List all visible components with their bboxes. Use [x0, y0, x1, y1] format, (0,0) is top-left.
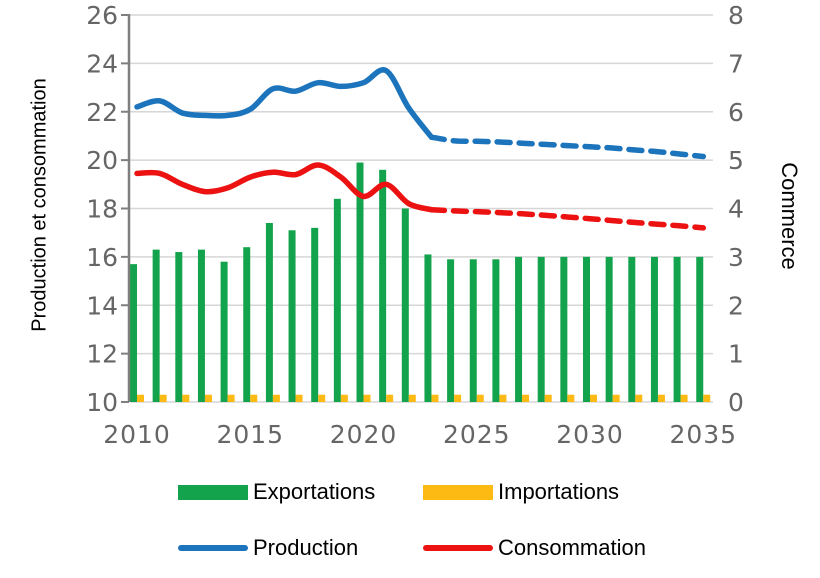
bar-exportations-2014 — [220, 261, 228, 402]
bar-importations-2027 — [522, 394, 530, 402]
bar-importations-2010 — [137, 394, 144, 402]
bar-exportations-2033 — [650, 256, 658, 402]
bar-exportations-2012 — [175, 252, 183, 402]
bar-exportations-2015 — [243, 247, 251, 402]
y-left-tick-label: 14 — [86, 291, 118, 320]
line-consommation-solid — [134, 162, 435, 213]
x-tick-label: 2010 — [103, 420, 171, 449]
y-right-tick-label: 4 — [728, 195, 744, 224]
bar-exportations-2010 — [130, 264, 137, 402]
bar-exportations-2017 — [288, 230, 296, 402]
left-axis-title: Production et consommation — [28, 78, 51, 332]
bar-importations-2015 — [250, 394, 258, 402]
line-production-dashed — [428, 134, 707, 160]
bar-exportations-2034 — [673, 256, 681, 402]
right-axis-title: Commerce — [777, 162, 802, 270]
y-left-tick-label: 20 — [86, 146, 118, 175]
y-right-tick-label: 7 — [728, 49, 744, 78]
bar-importations-2013 — [204, 394, 212, 402]
y-right-tick-label: 3 — [728, 243, 744, 272]
x-tick-label: 2030 — [556, 420, 624, 449]
y-left-tick-label: 22 — [86, 98, 118, 127]
bar-importations-2024 — [454, 394, 462, 402]
x-tick-label: 2035 — [669, 420, 737, 449]
bar-exportations-2018 — [311, 227, 319, 402]
y-left-tick-label: 26 — [86, 1, 118, 30]
bar-importations-2034 — [680, 394, 688, 402]
y-right-tick-label: 1 — [728, 340, 744, 369]
y-left-tick-label: 12 — [86, 340, 118, 369]
bar-importations-2035 — [703, 394, 711, 402]
bar-importations-2012 — [182, 394, 190, 402]
bar-importations-2016 — [272, 394, 280, 402]
x-tick-label: 2025 — [443, 420, 511, 449]
bar-importations-2014 — [227, 394, 235, 402]
bar-exportations-2020 — [356, 162, 364, 402]
bar-importations-2029 — [567, 394, 575, 402]
x-tick-label: 2015 — [216, 420, 284, 449]
bar-importations-2028 — [544, 394, 552, 402]
y-left-tick-label: 18 — [86, 195, 118, 224]
line-production-solid — [134, 67, 435, 140]
bar-exportations-2023 — [424, 254, 432, 402]
bar-importations-2021 — [386, 394, 394, 402]
line-consommation-dashed — [428, 206, 707, 231]
bar-exportations-2011 — [152, 249, 160, 402]
bar-exportations-2022 — [401, 208, 409, 402]
y-right-tick-label: 5 — [728, 146, 744, 175]
bar-importations-2018 — [318, 394, 326, 402]
bar-exportations-2028 — [537, 256, 545, 402]
bar-exportations-2029 — [560, 256, 568, 402]
y-right-tick-label: 8 — [728, 1, 744, 30]
bar-exportations-2030 — [583, 256, 590, 402]
bar-importations-2025 — [476, 394, 484, 402]
bar-importations-2022 — [408, 394, 416, 402]
bar-importations-2011 — [159, 394, 167, 402]
y-right-tick-label: 2 — [728, 291, 744, 320]
y-left-tick-label: 16 — [86, 243, 118, 272]
bar-importations-2032 — [635, 394, 643, 402]
bar-exportations-2019 — [333, 198, 341, 402]
y-right-tick-label: 6 — [728, 98, 744, 127]
bar-exportations-2025 — [469, 259, 477, 402]
bar-importations-2026 — [499, 394, 507, 402]
bar-exportations-2013 — [197, 249, 205, 402]
bar-importations-2017 — [295, 394, 303, 402]
y-right-tick-label: 0 — [728, 388, 744, 417]
bar-importations-2033 — [657, 394, 665, 402]
x-tick-label: 2020 — [330, 420, 398, 449]
y-left-tick-label: 10 — [86, 388, 118, 417]
bar-exportations-2032 — [628, 256, 636, 402]
bar-importations-2031 — [612, 394, 620, 402]
bar-exportations-2035 — [696, 256, 704, 402]
bar-exportations-2031 — [605, 256, 613, 402]
bar-importations-2030 — [590, 394, 597, 402]
bar-exportations-2021 — [379, 169, 387, 402]
bar-importations-2023 — [431, 394, 439, 402]
bar-exportations-2026 — [492, 259, 500, 402]
y-left-tick-label: 24 — [86, 49, 118, 78]
bar-exportations-2024 — [447, 259, 455, 402]
bar-exportations-2016 — [265, 223, 273, 402]
bar-importations-2019 — [340, 394, 348, 402]
bar-importations-2020 — [363, 394, 371, 402]
bar-exportations-2027 — [515, 256, 523, 402]
